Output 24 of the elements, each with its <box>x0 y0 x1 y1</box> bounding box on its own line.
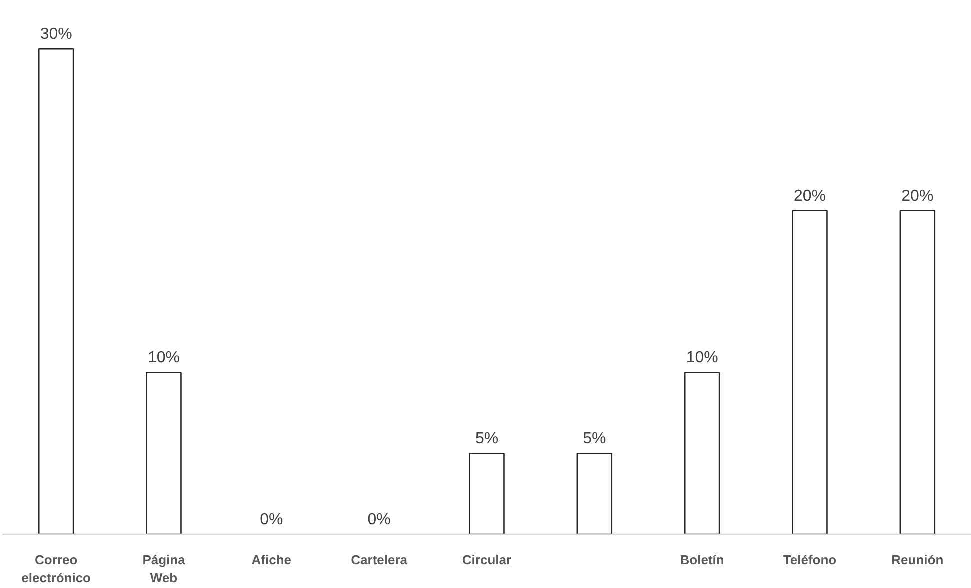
bar <box>38 48 74 534</box>
bar <box>576 452 613 534</box>
x-tick-label: Correo electrónico <box>22 552 92 586</box>
bar <box>900 210 936 534</box>
bar <box>146 372 182 534</box>
data-label: 10% <box>148 350 180 367</box>
x-tick-label: Página Web <box>142 552 186 586</box>
x-tick-label: Reunión <box>892 552 944 568</box>
data-label: 5% <box>475 430 499 448</box>
x-tick-label: Circular <box>462 552 512 568</box>
x-tick-label: Teléfono <box>783 552 837 568</box>
bar <box>792 210 828 534</box>
x-tick-label: Cartelera <box>351 552 408 568</box>
data-label: 20% <box>794 188 826 205</box>
data-label: 0% <box>368 512 391 528</box>
x-tick-label: Afiche <box>252 552 292 568</box>
data-label: 10% <box>686 350 718 367</box>
data-label: 5% <box>583 430 606 448</box>
data-label: 30% <box>40 26 72 44</box>
bar <box>684 372 720 534</box>
x-tick-label: Boletín <box>680 552 724 568</box>
data-label: 20% <box>902 188 934 205</box>
data-label: 0% <box>260 512 284 528</box>
bar <box>469 452 505 534</box>
